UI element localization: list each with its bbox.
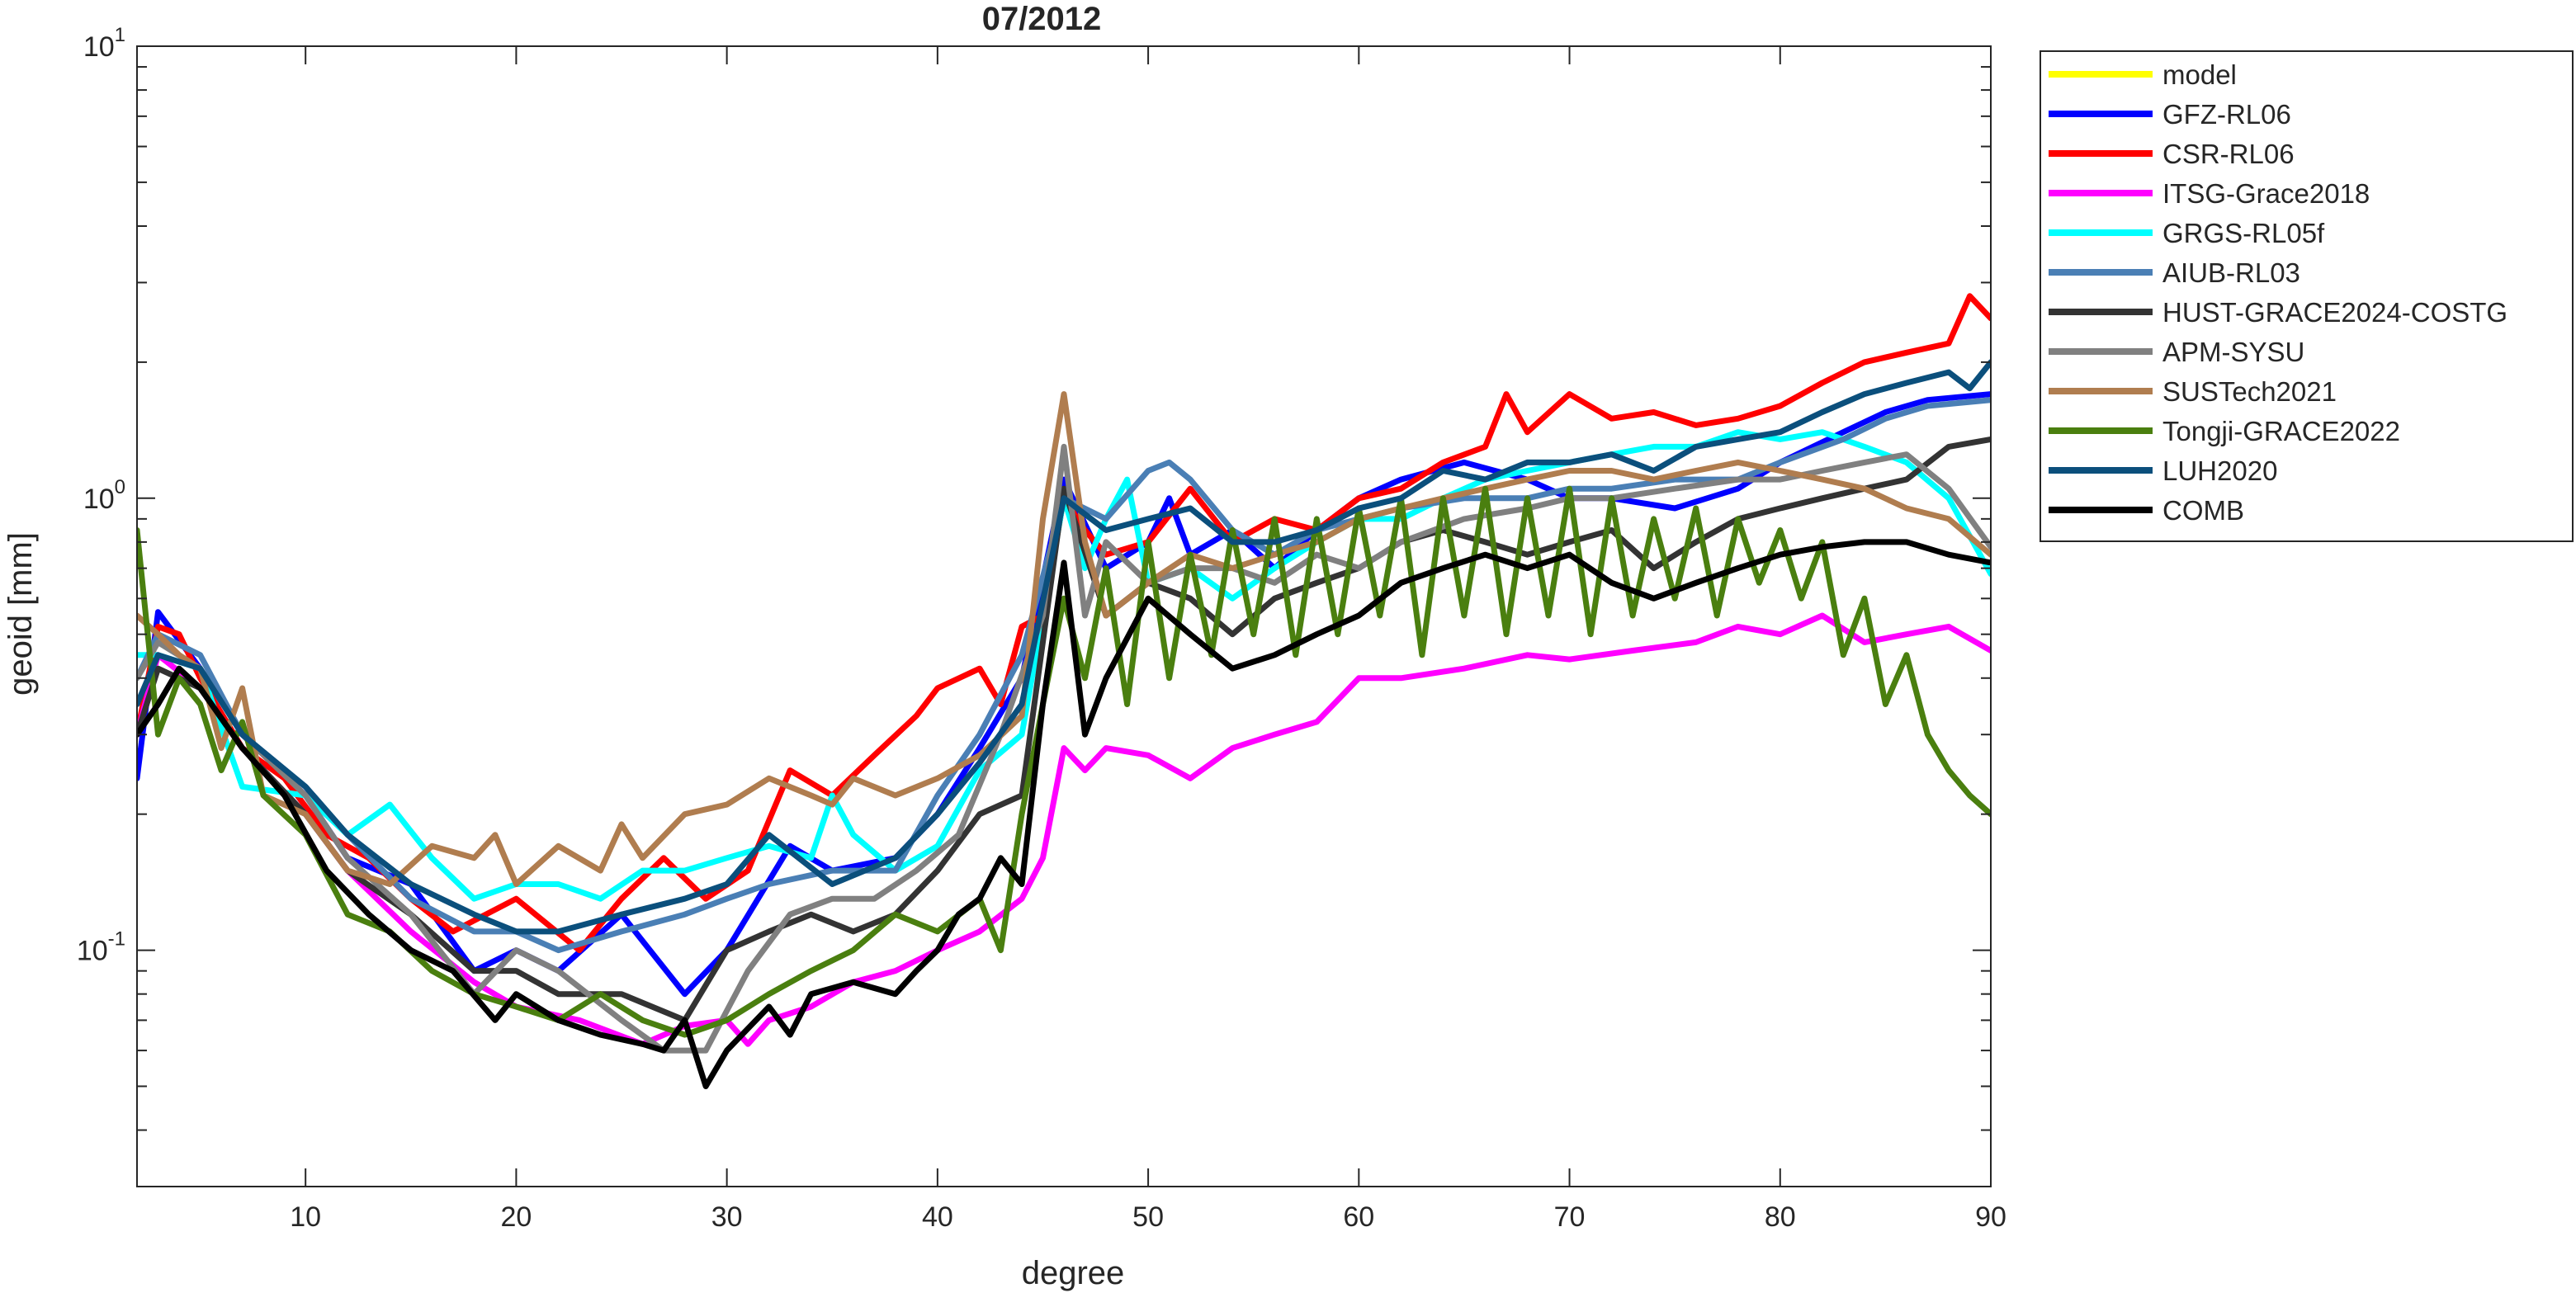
series-line-sustech2021 (137, 391, 1991, 887)
y-tick-label: 101 (83, 24, 125, 63)
legend-item: SUSTech2021 (2049, 376, 2337, 407)
legend-item: LUH2020 (2049, 455, 2277, 486)
x-tick-label: 20 (500, 1201, 532, 1233)
legend-item: GRGS-RL05f (2049, 218, 2325, 248)
legend-label: model (2162, 59, 2237, 90)
legend-label: AIUB-RL03 (2162, 257, 2300, 288)
series-layer (137, 293, 1991, 1089)
legend-item: ITSG-Grace2018 (2049, 178, 2370, 209)
x-tick-label: 70 (1554, 1201, 1586, 1233)
legend-label: Tongji-GRACE2022 (2162, 416, 2400, 446)
series-line-comb (137, 539, 1991, 1089)
legend-label: CSR-RL06 (2162, 139, 2295, 169)
x-tick-label: 60 (1343, 1201, 1374, 1233)
chart-title: 07/2012 (982, 1, 1102, 37)
legend-item: CSR-RL06 (2049, 139, 2295, 169)
legend-item: HUST-GRACE2024-COSTG (2049, 297, 2507, 328)
y-axis-label: geoid [mm] (2, 532, 39, 696)
x-tick-label: 50 (1132, 1201, 1164, 1233)
legend-label: GRGS-RL05f (2162, 218, 2325, 248)
x-tick-label: 80 (1765, 1201, 1796, 1233)
x-tick-label: 90 (1975, 1201, 2006, 1233)
legend-item: Tongji-GRACE2022 (2049, 416, 2400, 446)
y-axis: 10-1 100 101 (77, 24, 1991, 1187)
series-line-luh2020 (137, 359, 1991, 935)
legend-label: APM-SYSU (2162, 337, 2304, 367)
legend-item: APM-SYSU (2049, 337, 2304, 367)
x-tick-label: 40 (922, 1201, 953, 1233)
x-axis: 10 20 30 40 50 60 70 80 90 (290, 46, 2006, 1233)
legend: model GFZ-RL06 CSR-RL06 ITSG-Grace2018 GRGS-… (2040, 50, 2574, 542)
legend-label: GFZ-RL06 (2162, 99, 2291, 130)
legend-item: AIUB-RL03 (2049, 257, 2300, 288)
x-tick-label: 10 (290, 1201, 321, 1233)
axes-box (136, 45, 1992, 1187)
x-tick-label: 30 (711, 1201, 743, 1233)
legend-label: LUH2020 (2162, 455, 2277, 486)
x-axis-label: degree (1022, 1255, 1125, 1291)
legend-label: SUSTech2021 (2162, 376, 2337, 407)
y-tick-label: 10-1 (77, 928, 125, 967)
legend-label: ITSG-Grace2018 (2162, 178, 2370, 209)
legend-label: COMB (2162, 495, 2244, 526)
legend-box (2040, 50, 2574, 542)
y-tick-label: 100 (83, 476, 125, 515)
legend-item: COMB (2049, 495, 2244, 526)
series-line-aiub-rl03 (137, 397, 1991, 954)
legend-item: GFZ-RL06 (2049, 99, 2291, 130)
legend-label: HUST-GRACE2024-COSTG (2162, 297, 2507, 328)
legend-item: model (2049, 59, 2237, 90)
